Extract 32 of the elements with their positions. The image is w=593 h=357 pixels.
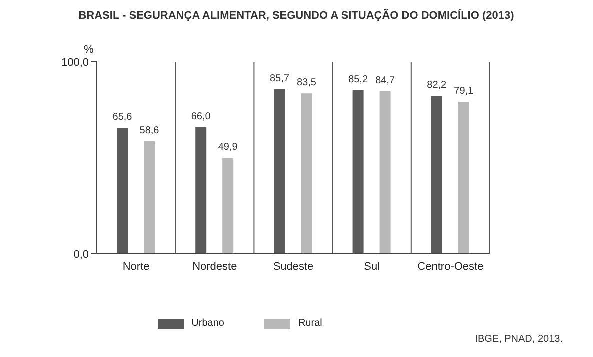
x-tick-label: Norte: [122, 260, 150, 273]
x-tick-label: Sul: [364, 260, 380, 273]
bar: [301, 94, 312, 254]
y-axis-title: %: [84, 44, 94, 56]
bar: [144, 141, 155, 254]
bar: [274, 89, 286, 254]
bar: [117, 128, 128, 254]
data-label: 58,6: [140, 125, 160, 136]
x-tick-label: Nordeste: [192, 260, 238, 273]
data-label: 82,2: [427, 80, 448, 92]
x-tick-label: Sudeste: [273, 260, 314, 273]
data-label: 79,1: [454, 86, 474, 98]
bar: [380, 91, 391, 254]
data-label: 66,0: [191, 111, 212, 122]
chart-title: BRASIL - SEGURANÇA ALIMENTAR, SEGUNDO A SITUAÇÃO DO DOMICÍLIO (2013): [78, 10, 516, 22]
y-tick-label: 0,0: [74, 248, 89, 261]
data-label: 85,2: [348, 74, 368, 86]
data-label: 49,9: [218, 142, 238, 154]
bar: [222, 158, 234, 254]
bar: [196, 127, 207, 254]
data-label: 83,5: [296, 78, 317, 89]
legend-label: Urbano: [190, 318, 224, 329]
x-tick-label: Centro-Oeste: [418, 260, 484, 273]
data-label: 65,6: [112, 112, 133, 124]
data-label: 85,7: [270, 73, 290, 84]
text: IBGE, PNAD, 2013.: [475, 334, 563, 345]
y-tick-label: 100,0: [61, 56, 89, 69]
data-label: 84,7: [376, 75, 396, 86]
bar: [431, 96, 442, 254]
legend-label: Rural: [297, 318, 322, 329]
bar: [458, 102, 470, 254]
bar: [352, 90, 364, 254]
